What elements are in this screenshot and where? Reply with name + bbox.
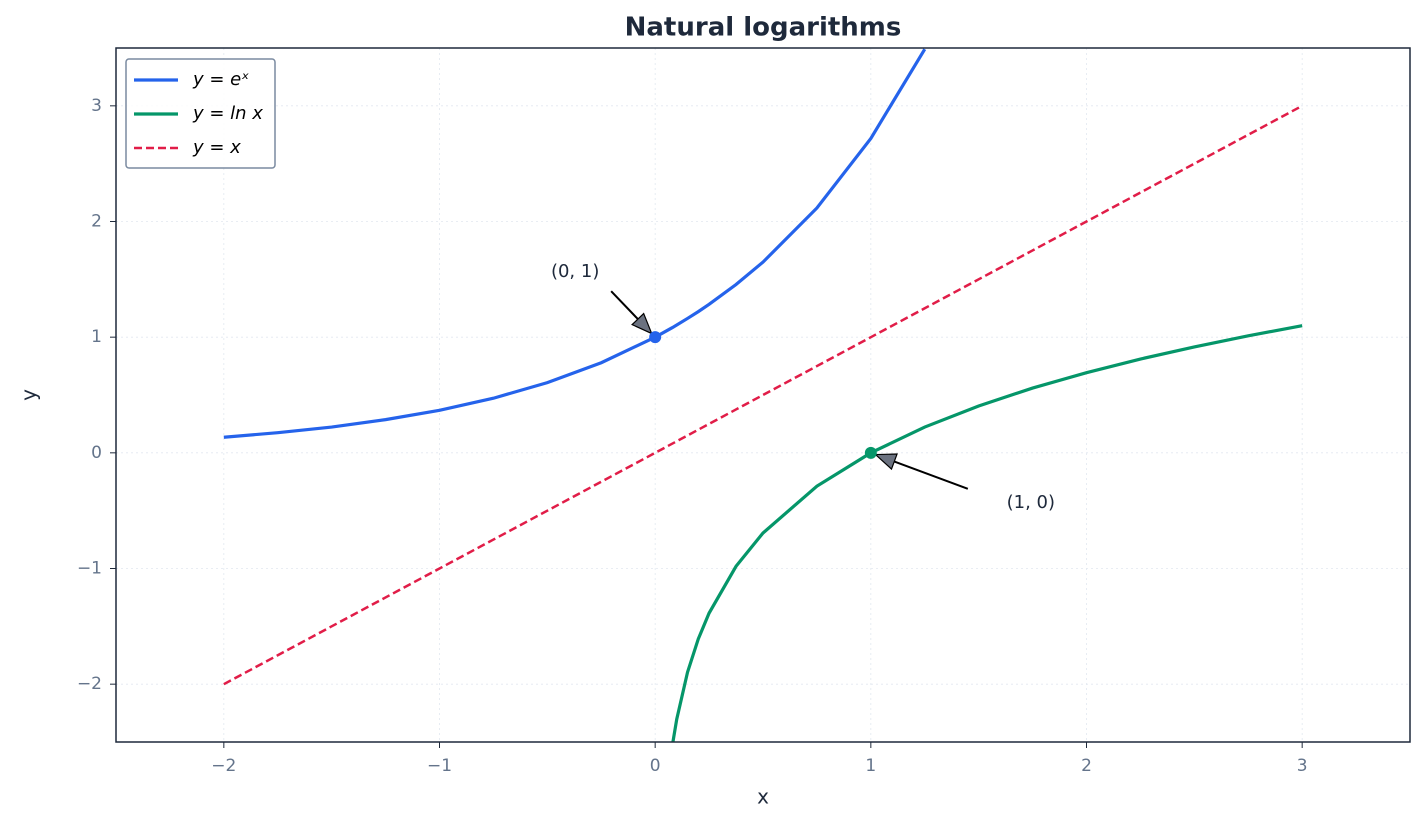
line-series xyxy=(671,324,1303,742)
chart-title: Natural logarithms xyxy=(625,13,902,43)
legend-label: y = x xyxy=(192,137,241,158)
annotation-text: (1, 0) xyxy=(1007,492,1055,513)
y-tick-label: −2 xyxy=(77,674,102,694)
annotation-arrowhead xyxy=(874,453,898,471)
y-tick-label: 3 xyxy=(91,96,102,116)
y-tick-label: 2 xyxy=(91,212,102,232)
line-series xyxy=(223,48,927,439)
y-tick-label: −1 xyxy=(77,559,102,579)
x-tick-label: 3 xyxy=(1297,756,1308,776)
plot-area xyxy=(223,48,1303,742)
legend-label: y = ln x xyxy=(192,103,263,124)
y-tick-label: 0 xyxy=(91,443,102,463)
line-series xyxy=(223,104,1303,686)
x-axis-label: x xyxy=(757,785,769,809)
annotation-text: (0, 1) xyxy=(551,261,599,282)
x-tick-label: 2 xyxy=(1081,756,1092,776)
annotation-point xyxy=(649,331,662,344)
x-tick-label: −2 xyxy=(211,756,236,776)
x-tick-label: 0 xyxy=(650,756,661,776)
x-tick-label: −1 xyxy=(427,756,452,776)
legend-label: y = eˣ xyxy=(192,69,249,90)
legend-box xyxy=(125,58,276,169)
annotation-point xyxy=(864,446,877,459)
x-tick-label: 1 xyxy=(865,756,876,776)
plot-frame xyxy=(115,47,1411,743)
y-axis-label: y xyxy=(17,389,41,401)
annotation-arrowhead xyxy=(631,312,653,335)
y-tick-label: 1 xyxy=(91,327,102,347)
